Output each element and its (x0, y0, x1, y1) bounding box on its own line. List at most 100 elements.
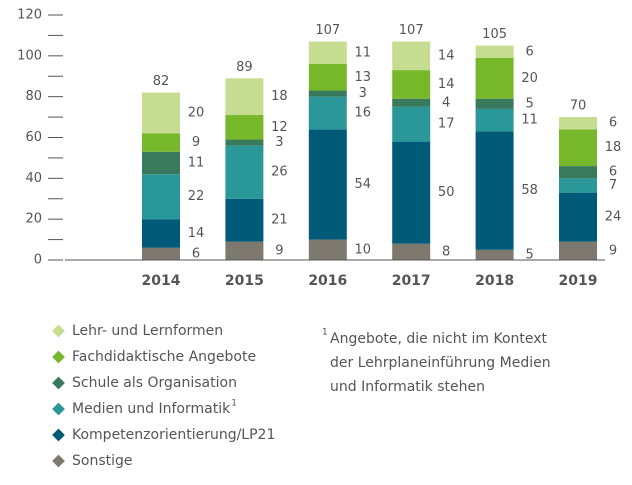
bar-segment (308, 129, 347, 240)
value-label: 17 (438, 117, 455, 132)
footnote: und Informatik stehen (330, 379, 485, 395)
bar-segment (142, 151, 180, 175)
x-tick-label: 2018 (475, 273, 514, 289)
footnote: Angebote, die nicht im Kontext (330, 331, 548, 347)
value-label: 6 (609, 116, 617, 131)
bar-segment (308, 96, 347, 130)
footnote-marker: 1 (231, 399, 237, 409)
value-label: 11 (188, 156, 205, 171)
legend-label: Medien und Informatik (72, 401, 231, 417)
bar-segment (475, 131, 514, 250)
value-label: 20 (521, 71, 538, 86)
value-label: 18 (605, 140, 622, 155)
value-label: 14 (438, 48, 455, 63)
bar-segment (308, 41, 347, 64)
value-label: 9 (275, 243, 283, 258)
value-label: 24 (605, 210, 622, 225)
bar-segment (142, 174, 180, 220)
value-label: 13 (355, 70, 372, 85)
value-label: 3 (359, 86, 367, 101)
bar-segment (475, 249, 514, 260)
value-label: 6 (525, 44, 533, 59)
y-tick-label: 40 (25, 171, 42, 186)
value-label: 7 (609, 178, 617, 193)
bar-segment (142, 133, 180, 152)
value-label: 5 (525, 96, 533, 111)
value-label: 18 (271, 89, 288, 104)
legend-label: Lehr- und Lernformen (72, 323, 223, 339)
bar-segment (225, 139, 264, 146)
value-label: 3 (275, 135, 283, 150)
bar-segment (142, 92, 180, 134)
bar-segment (225, 198, 264, 242)
legend-marker (52, 376, 65, 390)
value-label: 12 (271, 120, 288, 135)
bar-segment (308, 239, 347, 260)
legend-marker (52, 454, 65, 468)
value-label: 6 (609, 165, 617, 180)
total-label: 107 (315, 23, 340, 38)
bar-segment (475, 98, 514, 109)
y-tick-label: 20 (25, 212, 42, 227)
bar-segment (392, 106, 431, 142)
legend-marker (52, 402, 65, 416)
value-label: 4 (442, 95, 450, 110)
value-label: 8 (442, 244, 450, 259)
value-label: 11 (355, 45, 372, 60)
bar-segment (308, 64, 347, 91)
value-label: 54 (355, 177, 372, 192)
value-label: 9 (192, 135, 200, 150)
bar-segment (475, 57, 514, 99)
y-tick-label: 0 (34, 253, 42, 268)
x-tick-label: 2019 (559, 273, 598, 289)
x-tick-label: 2017 (392, 273, 431, 289)
legend-label: Sonstige (72, 453, 133, 469)
total-label: 105 (482, 27, 507, 42)
bar-segment (142, 247, 180, 260)
value-label: 14 (188, 226, 205, 241)
bar-segment (392, 70, 431, 99)
legend-label: Fachdidaktische Angebote (72, 349, 256, 365)
bar-segment (475, 45, 514, 58)
bar-segment (559, 129, 597, 167)
value-label: 58 (521, 183, 538, 198)
legend-label: Schule als Organisation (72, 375, 237, 391)
bar-segment (559, 192, 597, 242)
x-tick-label: 2014 (142, 273, 181, 289)
legend-label: Kompetenzorientierung/LP21 (72, 427, 275, 443)
total-label: 107 (399, 23, 424, 38)
footnote: der Lehrplaneinführung Medien (330, 355, 551, 371)
bar-segment (559, 166, 597, 179)
value-label: 10 (355, 242, 372, 257)
value-label: 50 (438, 185, 455, 200)
bar-segment (308, 90, 347, 97)
value-label: 21 (271, 213, 288, 228)
bar-segment (559, 241, 597, 260)
value-label: 9 (609, 243, 617, 258)
bar-segment (225, 78, 264, 116)
footnote-marker: 1 (322, 328, 328, 338)
value-label: 11 (521, 113, 538, 128)
x-tick-label: 2015 (225, 273, 264, 289)
bar-segment (392, 98, 431, 107)
value-label: 16 (355, 106, 372, 121)
value-label: 22 (188, 189, 205, 204)
value-label: 20 (188, 106, 205, 121)
y-tick-label: 80 (25, 89, 42, 104)
bar-segment (392, 141, 431, 244)
legend-marker (52, 324, 65, 338)
bar-segment (142, 219, 180, 248)
bar-segment (225, 145, 264, 199)
bar-segment (475, 108, 514, 132)
legend-marker (52, 350, 65, 364)
y-tick-label: 120 (17, 8, 42, 23)
x-tick-label: 2016 (308, 273, 347, 289)
total-label: 89 (236, 60, 253, 75)
y-tick-label: 100 (17, 48, 42, 63)
value-label: 14 (438, 77, 455, 92)
bar-segment (225, 115, 264, 140)
bar-segment (392, 41, 431, 71)
bar-segment (559, 178, 597, 193)
value-label: 26 (271, 165, 288, 180)
